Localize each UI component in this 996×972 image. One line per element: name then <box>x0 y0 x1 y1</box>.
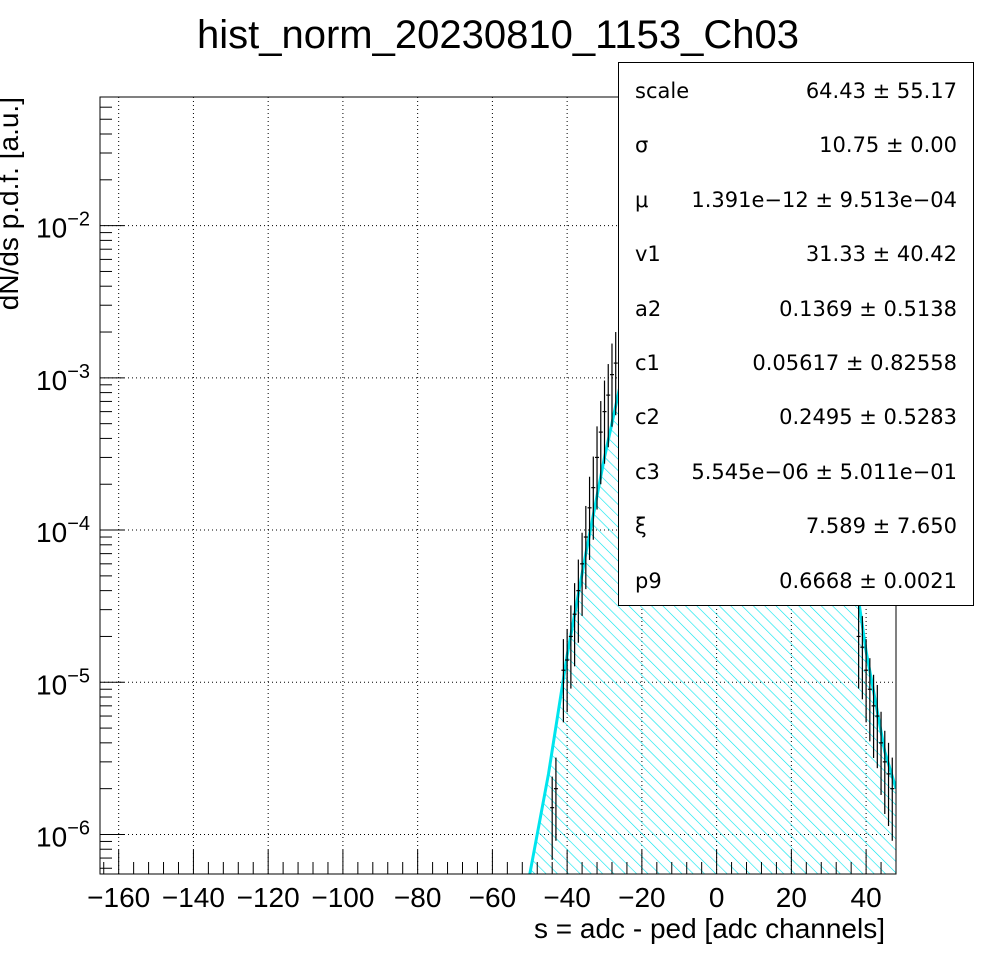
y-axis-label: dN/ds p.d.f. [a.u.] <box>0 97 24 310</box>
x-axis-label: s = adc - ped [adc channels] <box>534 913 885 944</box>
x-tick-label: 40 <box>851 882 882 913</box>
y-tick-label: 10−6 <box>36 817 90 852</box>
x-tick-label: −100 <box>311 882 374 913</box>
x-tick-label: 0 <box>709 882 725 913</box>
stat-name: c3 <box>635 459 660 484</box>
x-tick-label: −80 <box>394 882 442 913</box>
stat-value: 31.33 ± 40.42 <box>805 242 957 267</box>
x-tick-label: −120 <box>237 882 300 913</box>
stat-name: c2 <box>635 405 660 430</box>
stat-row: σ 10.75 ± 0.00 <box>619 117 973 171</box>
stat-row: ξ 7.589 ± 7.650 <box>619 498 973 552</box>
stat-value: 0.1369 ± 0.5138 <box>779 296 957 321</box>
fit-stats-box: scale 64.43 ± 55.17 σ 10.75 ± 0.00 μ 1.391e−1… <box>618 62 974 606</box>
stat-name: σ <box>635 133 649 158</box>
stat-row: p9 0.6668 ± 0.0021 <box>619 553 973 607</box>
stat-row: c3 5.545e−06 ± 5.011e−01 <box>619 444 973 498</box>
y-tick-label: 10−4 <box>36 513 90 548</box>
stat-value: 5.545e−06 ± 5.011e−01 <box>691 459 957 484</box>
stat-value: 7.589 ± 7.650 <box>805 514 957 539</box>
x-tick-label: −20 <box>618 882 666 913</box>
stat-name: μ <box>635 187 649 212</box>
stat-value: 0.6668 ± 0.0021 <box>779 568 957 593</box>
stat-row: scale 64.43 ± 55.17 <box>619 63 973 117</box>
stat-value: 0.2495 ± 0.5283 <box>779 405 957 430</box>
y-tick-label: 10−3 <box>36 361 90 396</box>
stat-name: v1 <box>635 242 661 267</box>
stat-value: 1.391e−12 ± 9.513e−04 <box>691 187 957 212</box>
y-axis-ticks: 10−6 10−5 10−4 10−3 10−2 <box>36 96 124 869</box>
stat-name: a2 <box>635 296 662 321</box>
stat-name: c1 <box>635 351 660 375</box>
stat-row: a2 0.1369 ± 0.5138 <box>619 281 973 335</box>
stat-name: ξ <box>635 514 647 539</box>
points-layer <box>550 332 895 860</box>
x-tick-label: −40 <box>543 882 591 913</box>
stat-value: 10.75 ± 0.00 <box>819 133 957 158</box>
stat-row: c1 0.05617 ± 0.82558 <box>619 335 973 389</box>
x-tick-label: −160 <box>87 882 150 913</box>
stat-row: c2 0.2495 ± 0.5283 <box>619 389 973 443</box>
chart-title: hist_norm_20230810_1153_Ch03 <box>197 13 799 57</box>
y-tick-label: 10−5 <box>36 665 90 700</box>
stat-name: scale <box>635 79 690 103</box>
stat-value: 0.05617 ± 0.82558 <box>752 351 957 375</box>
x-axis-ticks: −160 −140 −120 −100 −80 −60 −40 −20 0 20 40 <box>87 850 897 913</box>
x-tick-label: −60 <box>469 882 517 913</box>
stat-name: p9 <box>635 568 662 593</box>
y-tick-label: 10−2 <box>36 209 90 244</box>
x-tick-label: 20 <box>776 882 807 913</box>
stat-value: 64.43 ± 55.17 <box>805 79 957 103</box>
x-tick-label: −140 <box>162 882 225 913</box>
stat-row: v1 31.33 ± 40.42 <box>619 226 973 280</box>
stat-row: μ 1.391e−12 ± 9.513e−04 <box>619 172 973 226</box>
